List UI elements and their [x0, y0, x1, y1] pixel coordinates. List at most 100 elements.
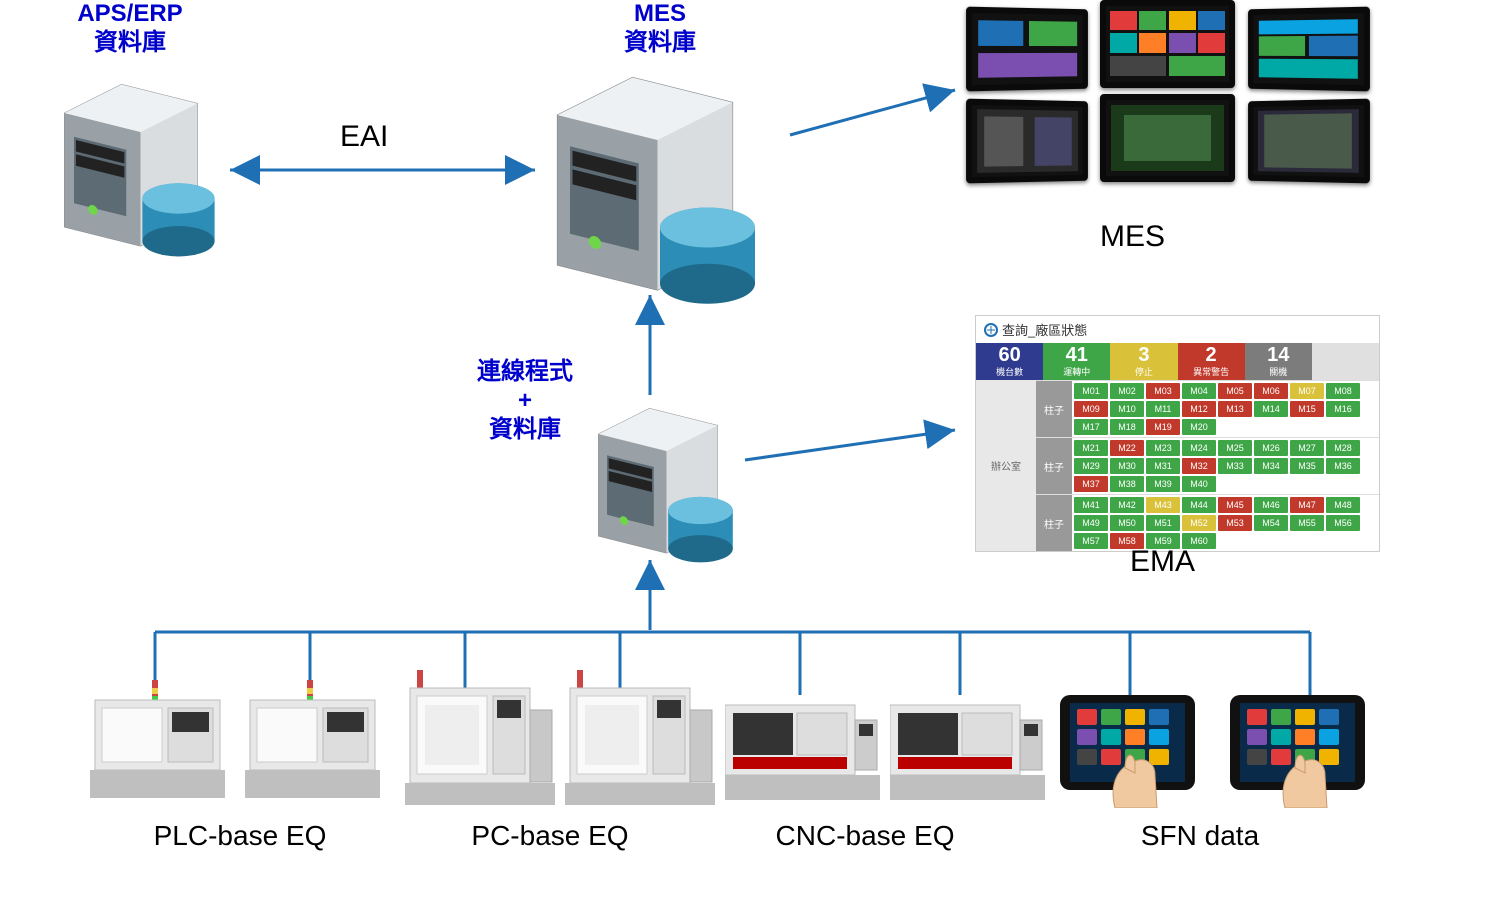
ema-machine-cell: M49: [1074, 515, 1108, 531]
ema-machine-cell: M33: [1218, 458, 1252, 474]
ema-machine-cell: M40: [1182, 476, 1216, 492]
cnc-machine-1: [725, 695, 880, 810]
link-server-icon: [590, 400, 743, 575]
aps-title-2: 資料庫: [40, 29, 220, 58]
cnc-caption: CNC-base EQ: [720, 820, 1010, 852]
plc-machine-2: [245, 680, 380, 810]
link-title-1: 連線程式: [460, 358, 590, 387]
ema-machine-cell: M23: [1146, 440, 1180, 456]
mes-db-label: MES 資料庫: [590, 0, 730, 58]
ema-machine-cell: M16: [1326, 401, 1360, 417]
ema-body: 辦公室 柱子M01M02M03M04M05M06M07M08M09M10M11M…: [976, 380, 1379, 551]
ema-machine-cell: M20: [1182, 419, 1216, 435]
ema-title-text: 查詢_廠區狀態: [1002, 320, 1087, 339]
ema-machine-cell: M41: [1074, 497, 1108, 513]
link-to-ema: [745, 430, 955, 460]
link-title-2: 資料庫: [460, 416, 590, 445]
ema-machine-cell: M29: [1074, 458, 1108, 474]
ema-machine-cell: M27: [1290, 440, 1324, 456]
mes-server-icon: [545, 65, 770, 320]
ema-machine-cell: M14: [1254, 401, 1288, 417]
ema-machine-cell: M57: [1074, 533, 1108, 549]
ema-machine-cell: M48: [1326, 497, 1360, 513]
link-title-plus: +: [460, 387, 590, 416]
ema-summary-cell: [1312, 343, 1379, 380]
ema-machine-cell: M52: [1182, 515, 1216, 531]
ema-machine-cell: M13: [1218, 401, 1252, 417]
ema-machine-cell: M10: [1110, 401, 1144, 417]
aps-title-1: APS/ERP: [40, 0, 220, 29]
ema-machine-cell: M44: [1182, 497, 1216, 513]
ema-summary-cell: 60機台數: [976, 343, 1043, 380]
ema-display-label: EMA: [1130, 545, 1195, 579]
ema-summary-cell: 2異常警告: [1178, 343, 1245, 380]
ema-machine-cell: M56: [1326, 515, 1360, 531]
mes-display-label: MES: [1100, 220, 1165, 254]
ema-machine-cell: M51: [1146, 515, 1180, 531]
ema-logo-icon: [984, 323, 998, 337]
mes-to-display: [790, 90, 955, 135]
ema-machine-cell: M55: [1290, 515, 1324, 531]
ema-machine-cell: M46: [1254, 497, 1288, 513]
ema-machine-cell: M53: [1218, 515, 1252, 531]
ema-row-header: 柱子: [1036, 495, 1072, 551]
ema-machine-cell: M50: [1110, 515, 1144, 531]
ema-machine-cell: M03: [1146, 383, 1180, 399]
ema-machine-cell: M07: [1290, 383, 1324, 399]
link-server-label: 連線程式 + 資料庫: [460, 358, 590, 444]
ema-machine-cell: M02: [1110, 383, 1144, 399]
sfn-caption: SFN data: [1070, 820, 1330, 852]
ema-panel-title: 查詢_廠區狀態: [976, 316, 1379, 343]
ema-row: 柱子M21M22M23M24M25M26M27M28M29M30M31M32M3…: [1036, 437, 1379, 494]
ema-machine-cell: M01: [1074, 383, 1108, 399]
ema-row-header: 柱子: [1036, 381, 1072, 437]
ema-machine-cell: M28: [1326, 440, 1360, 456]
ema-summary-row: 60機台數41運轉中3停止2異常警告14關機: [976, 343, 1379, 380]
ema-machine-cell: M42: [1110, 497, 1144, 513]
ema-machine-cell: M31: [1146, 458, 1180, 474]
ema-machine-cell: M18: [1110, 419, 1144, 435]
ema-machine-cell: M36: [1326, 458, 1360, 474]
ema-machine-cell: M09: [1074, 401, 1108, 417]
ema-machine-cell: M37: [1074, 476, 1108, 492]
ema-machine-cell: M30: [1110, 458, 1144, 474]
ema-machine-cell: M15: [1290, 401, 1324, 417]
ema-row: 柱子M01M02M03M04M05M06M07M08M09M10M11M12M1…: [1036, 380, 1379, 437]
ema-machine-cell: M05: [1218, 383, 1252, 399]
ema-machine-cell: M22: [1110, 440, 1144, 456]
ema-machine-cell: M47: [1290, 497, 1324, 513]
ema-machine-cell: M25: [1218, 440, 1252, 456]
mes-monitor-wall: [965, 0, 1370, 200]
ema-machine-cell: M17: [1074, 419, 1108, 435]
pc-machine-1: [405, 670, 555, 815]
ema-machine-cell: M43: [1146, 497, 1180, 513]
ema-summary-cell: 41運轉中: [1043, 343, 1110, 380]
ema-machine-cell: M19: [1146, 419, 1180, 435]
ema-machine-cell: M35: [1290, 458, 1324, 474]
ema-machine-cell: M32: [1182, 458, 1216, 474]
ema-panel: 查詢_廠區狀態 60機台數41運轉中3停止2異常警告14關機 辦公室 柱子M01…: [975, 315, 1380, 552]
aps-server-icon: [55, 75, 226, 270]
sfn-tablet-1: [1055, 693, 1210, 813]
ema-machine-cell: M39: [1146, 476, 1180, 492]
pc-machine-2: [565, 670, 715, 815]
ema-machine-cell: M04: [1182, 383, 1216, 399]
ema-machine-cell: M34: [1254, 458, 1288, 474]
ema-grid: 柱子M01M02M03M04M05M06M07M08M09M10M11M12M1…: [1036, 380, 1379, 551]
ema-machine-cell: M38: [1110, 476, 1144, 492]
ema-row: 柱子M41M42M43M44M45M46M47M48M49M50M51M52M5…: [1036, 494, 1379, 551]
ema-machine-cell: M06: [1254, 383, 1288, 399]
ema-machine-cell: M11: [1146, 401, 1180, 417]
plc-caption: PLC-base EQ: [110, 820, 370, 852]
ema-machine-cell: M54: [1254, 515, 1288, 531]
ema-summary-cell: 3停止: [1110, 343, 1177, 380]
ema-machine-cell: M08: [1326, 383, 1360, 399]
ema-machine-cell: M24: [1182, 440, 1216, 456]
sfn-tablet-2: [1225, 693, 1380, 813]
ema-row-header: 柱子: [1036, 438, 1072, 494]
cnc-machine-2: [890, 695, 1045, 810]
ema-summary-cell: 14關機: [1245, 343, 1312, 380]
ema-machine-cell: M45: [1218, 497, 1252, 513]
aps-erp-label: APS/ERP 資料庫: [40, 0, 220, 58]
eai-label: EAI: [340, 120, 388, 154]
